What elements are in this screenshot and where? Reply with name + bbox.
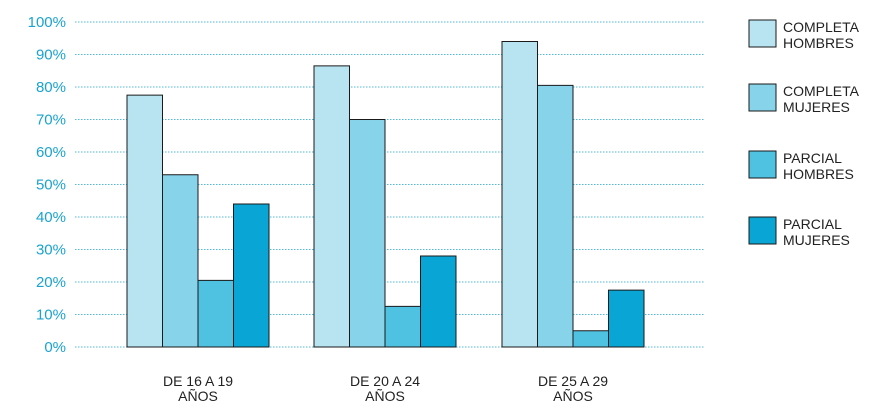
bar	[233, 203, 270, 348]
x-category-label: DE 25 A 29 AÑOS	[538, 373, 608, 404]
y-tick-label: 50%	[36, 177, 66, 194]
bar	[608, 289, 645, 348]
bar	[162, 174, 199, 348]
bar	[420, 255, 457, 348]
y-tick-label: 30%	[36, 242, 66, 259]
legend-swatch	[748, 216, 777, 245]
legend-swatch	[748, 83, 777, 112]
x-axis-category-labels: DE 16 A 19 AÑOS DE 20 A 24 AÑOS DE 25 A 29 AÑ…	[163, 373, 608, 404]
y-tick-label: 100%	[28, 14, 66, 31]
bar	[572, 330, 609, 348]
legend-label: PARCIAL MUJERES	[783, 216, 850, 248]
legend-label: COMPLETA HOMBRES	[783, 19, 860, 51]
y-tick-label: 0%	[44, 339, 66, 356]
x-category-label: DE 16 A 19 AÑOS	[163, 373, 233, 404]
y-tick-label: 80%	[36, 79, 66, 96]
legend-label: PARCIAL HOMBRES	[783, 150, 854, 182]
y-tick-label: 20%	[36, 274, 66, 291]
y-tick-label: 90%	[36, 47, 66, 64]
y-tick-label: 40%	[36, 209, 66, 226]
y-axis-tick-labels: 0% 10% 20% 30% 40% 50% 60% 70% 80% 90% 100%	[28, 14, 66, 356]
y-tick-label: 10%	[36, 307, 66, 324]
legend-swatch	[748, 19, 777, 48]
bar	[197, 279, 234, 348]
bar	[501, 41, 538, 348]
legend-swatch	[748, 150, 777, 179]
bar	[126, 94, 163, 348]
bar	[313, 65, 350, 348]
y-tick-label: 60%	[36, 144, 66, 161]
bar	[349, 119, 386, 348]
y-tick-label: 70%	[36, 112, 66, 129]
legend-label: COMPLETA MUJERES	[783, 83, 860, 115]
bar	[537, 84, 574, 348]
legend: COMPLETA HOMBRES COMPLETA MUJERES PARCIAL HOM…	[748, 19, 860, 248]
bar	[384, 305, 421, 348]
x-category-label: DE 20 A 24 AÑOS	[350, 373, 420, 404]
bars	[126, 41, 645, 348]
